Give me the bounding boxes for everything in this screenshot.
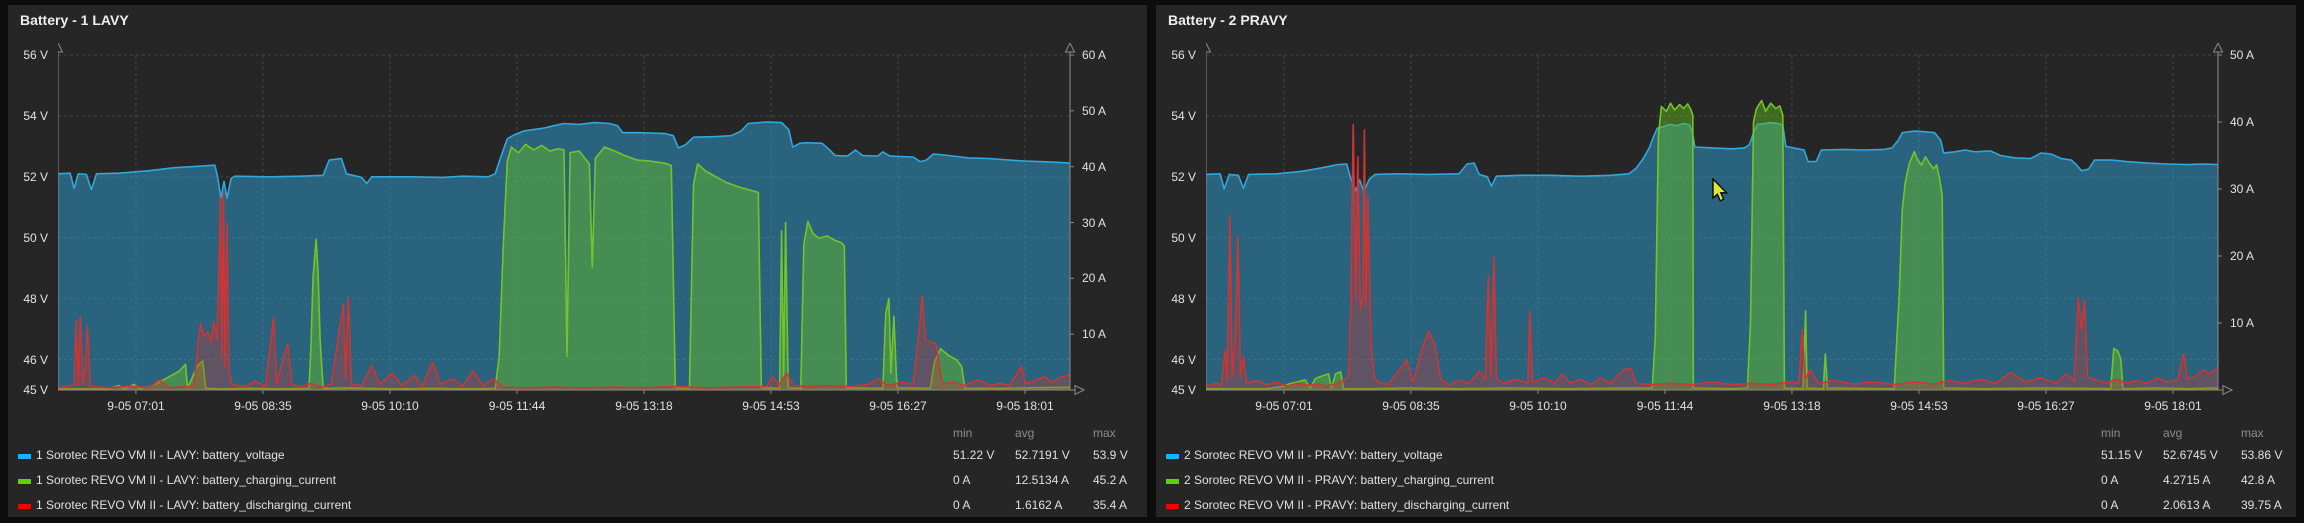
y-axis-label-voltage: 56 V [1171, 48, 1196, 62]
x-axis-label: 9-05 11:44 [1636, 399, 1694, 413]
legend-min-value: 0 A [2101, 498, 2119, 512]
x-axis-label: 9-05 08:35 [234, 399, 292, 413]
legend-label: 1 Sorotec REVO VM II - LAVY: battery_dis… [36, 498, 352, 512]
y-axis-label-current: 40 A [2230, 115, 2255, 129]
legend-label: 2 Sorotec REVO VM II - PRAVY: battery_vo… [1184, 448, 1443, 462]
y-axis-label-current: 50 A [1082, 104, 1107, 118]
legend-header-max: max [2241, 426, 2264, 440]
legend-header-max: max [1093, 426, 1116, 440]
legend-max-value: 35.4 A [1093, 498, 1128, 512]
legend-min-value: 0 A [953, 473, 971, 487]
legend-label: 2 Sorotec REVO VM II - PRAVY: battery_di… [1184, 498, 1510, 512]
y-axis-label-current: 60 A [1082, 48, 1107, 62]
y-axis-label-current: 50 A [2230, 48, 2255, 62]
legend-avg-value: 2.0613 A [2163, 498, 2211, 512]
y-axis-label-current: 10 A [1082, 327, 1107, 341]
x-axis-label: 9-05 11:44 [488, 399, 546, 413]
y-axis-label-voltage: 52 V [1171, 170, 1196, 184]
discharging-series-swatch [18, 504, 31, 509]
y-axis-label-voltage: 46 V [1171, 353, 1196, 367]
graph-panel-battery-2-pravy: Battery - 2 PRAVY 56 V 54 V 52 V 50 V 48… [1156, 5, 2296, 517]
x-axis-label: 9-05 13:18 [1763, 399, 1821, 413]
y-axis-label-voltage: 54 V [23, 109, 48, 123]
panel-title: Battery - 2 PRAVY [1168, 12, 1288, 28]
discharging-series-swatch [1166, 504, 1179, 509]
legend-min-value: 0 A [2101, 473, 2119, 487]
legend-max-value: 45.2 A [1093, 473, 1128, 487]
y-axis-label-voltage: 56 V [23, 48, 48, 62]
legend-label: 1 Sorotec REVO VM II - LAVY: battery_vol… [36, 448, 285, 462]
x-axis-label: 9-05 14:53 [742, 399, 800, 413]
y-axis-label-voltage: 45 V [1171, 383, 1196, 397]
battery-1-chart [52, 41, 1086, 396]
y-axis-label-voltage: 48 V [23, 292, 48, 306]
y-axis-label-voltage: 54 V [1171, 109, 1196, 123]
legend-avg-value: 52.7191 V [1015, 448, 1070, 462]
x-axis-label: 9-05 16:27 [2017, 399, 2075, 413]
legend-max-value: 42.8 A [2241, 473, 2276, 487]
panel-title: Battery - 1 LAVY [20, 12, 129, 28]
y-axis-label-voltage: 48 V [1171, 292, 1196, 306]
legend-max-value: 53.86 V [2241, 448, 2283, 462]
voltage-series-swatch [1166, 454, 1179, 459]
x-axis-label: 9-05 14:53 [1890, 399, 1948, 413]
x-axis-label: 9-05 07:01 [1255, 399, 1313, 413]
legend-max-value: 53.9 V [1093, 448, 1128, 462]
x-axis-label: 9-05 18:01 [2144, 399, 2202, 413]
y-axis-label-voltage: 50 V [1171, 231, 1196, 245]
voltage-series-swatch [18, 454, 31, 459]
legend-header-min: min [2101, 426, 2121, 440]
legend-min-value: 0 A [953, 498, 971, 512]
legend-header-min: min [953, 426, 973, 440]
legend-avg-value: 1.6162 A [1015, 498, 1063, 512]
y-axis-label-current: 20 A [1082, 271, 1107, 285]
legend-label: 2 Sorotec REVO VM II - PRAVY: battery_ch… [1184, 473, 1494, 487]
graph-plot-area[interactable] [1200, 41, 2238, 405]
y-axis-label-voltage: 45 V [23, 383, 48, 397]
battery-2-chart [1200, 41, 2234, 396]
y-axis-label-voltage: 46 V [23, 353, 48, 367]
y-axis-label-current: 10 A [2230, 316, 2255, 330]
y-axis-label-current: 30 A [1082, 216, 1107, 230]
legend-header-avg: avg [1015, 426, 1035, 440]
x-axis-label: 9-05 10:10 [1509, 399, 1567, 413]
x-axis-label: 9-05 16:27 [869, 399, 927, 413]
x-axis-label: 9-05 07:01 [107, 399, 165, 413]
y-axis-label-voltage: 50 V [23, 231, 48, 245]
legend-avg-value: 4.2715 A [2163, 473, 2211, 487]
x-axis-label: 9-05 13:18 [615, 399, 673, 413]
legend-avg-value: 52.6745 V [2163, 448, 2218, 462]
legend-label: 1 Sorotec REVO VM II - LAVY: battery_cha… [36, 473, 336, 487]
y-axis-label-current: 20 A [2230, 249, 2255, 263]
legend-header-avg: avg [2163, 426, 2183, 440]
mouse-cursor-icon [1712, 177, 1732, 209]
x-axis-label: 9-05 18:01 [996, 399, 1054, 413]
charging-series-swatch [1166, 479, 1179, 484]
legend-min-value: 51.15 V [2101, 448, 2143, 462]
y-axis-label-voltage: 52 V [23, 170, 48, 184]
graph-panel-battery-1-lavy: Battery - 1 LAVY 56 V 54 V 52 V 50 V 48 … [8, 5, 1147, 517]
legend-min-value: 51.22 V [953, 448, 995, 462]
x-axis-label: 9-05 08:35 [1382, 399, 1440, 413]
y-axis-label-current: 40 A [1082, 160, 1107, 174]
graph-plot-area[interactable] [52, 41, 1090, 405]
x-axis-label: 9-05 10:10 [361, 399, 419, 413]
cursor-arrow [1712, 177, 1729, 202]
charging-series-swatch [18, 479, 31, 484]
legend-max-value: 39.75 A [2241, 498, 2282, 512]
y-axis-label-current: 30 A [2230, 182, 2255, 196]
legend-avg-value: 12.5134 A [1015, 473, 1070, 487]
